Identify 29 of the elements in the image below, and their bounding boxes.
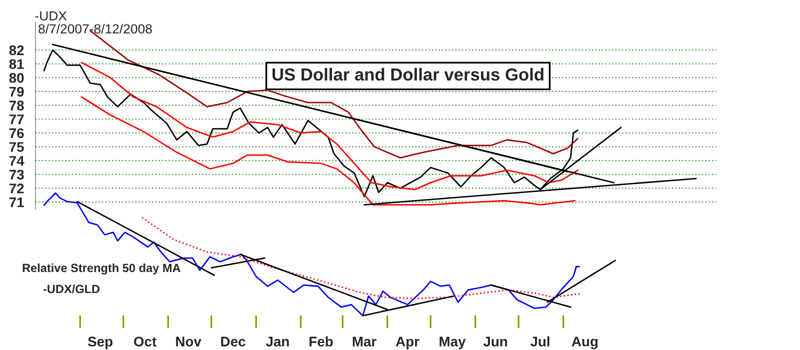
- x-tick-label: Jul: [530, 336, 550, 346]
- y-tick-label: 76: [9, 128, 24, 138]
- y-axis-title: -UDX: [35, 11, 67, 21]
- x-tick-label: Jan: [266, 336, 289, 346]
- y-tick-label: 72: [9, 184, 24, 194]
- y-tick-label: 75: [9, 142, 24, 152]
- y-tick-label: 82: [9, 45, 24, 56]
- y-tick-label: 73: [9, 170, 24, 180]
- x-tick-label: Nov: [176, 336, 202, 346]
- x-tick-label: May: [440, 336, 466, 350]
- y-tick-label: 79: [9, 86, 24, 97]
- y-tick-label: 78: [9, 100, 24, 110]
- x-tick-label: Oct: [134, 336, 156, 346]
- text: US Dollar and Dollar versus Gold: [272, 68, 544, 81]
- x-tick-label: Feb: [310, 336, 333, 346]
- annotation: Relative Strength 50 day MA: [22, 263, 180, 275]
- x-tick-label: Aug: [572, 336, 598, 350]
- y-tick-label: 74: [9, 156, 24, 166]
- y-tick-label: 71: [9, 198, 24, 208]
- x-tick-label: Jun: [483, 336, 508, 346]
- x-tick-label: Sep: [88, 336, 112, 350]
- annotation: -UDX/GLD: [43, 284, 100, 294]
- x-tick-label: Dec: [221, 336, 246, 346]
- y-tick-label: 80: [9, 73, 24, 83]
- y-tick-label: 77: [9, 114, 24, 124]
- chart-subtitle: 8/7/2007-8/12/2008: [38, 24, 152, 34]
- x-tick-label: Apr: [396, 336, 420, 350]
- y-tick-label: 81: [9, 59, 24, 70]
- x-tick-label: Mar: [352, 336, 376, 346]
